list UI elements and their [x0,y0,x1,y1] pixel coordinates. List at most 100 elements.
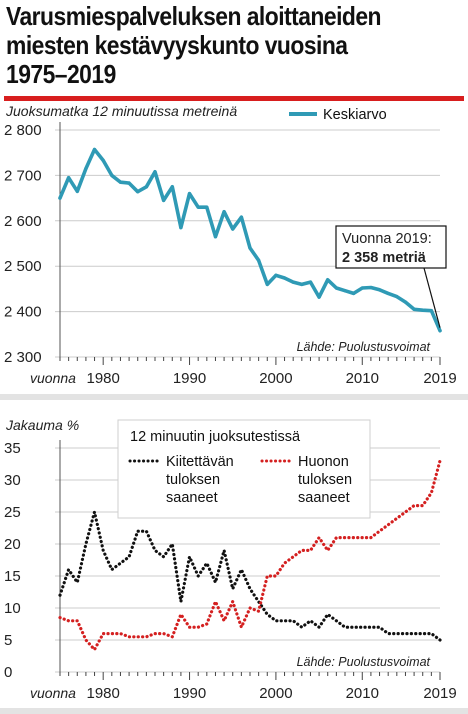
data-point-keskiarvo [352,291,356,296]
data-point-keskiarvo [239,215,243,219]
x-tick-label: 1990 [173,685,206,702]
bottom-chart-legend: 12 minuutin juoksutestissä Kiitettävän t… [117,419,371,519]
data-point-keskiarvo [58,196,62,200]
series-line-kiitettava [58,510,442,642]
legend-box [117,419,371,519]
data-point-keskiarvo [412,307,416,311]
y-tick-label: 15 [4,568,21,585]
annotation-line-2: 2 358 metriä [342,250,427,266]
x-tick-label: 2019 [423,685,456,702]
data-point-keskiarvo [127,181,131,185]
data-point-keskiarvo [92,147,97,152]
data-point-keskiarvo [438,329,442,333]
y-tick-label: 2 300 [4,349,42,366]
data-point-keskiarvo [75,189,79,193]
data-point-keskiarvo [231,227,235,231]
y-tick-label: 2 600 [4,213,42,230]
data-point-keskiarvo [118,180,123,184]
legend-label-huono-3: saaneet [298,490,350,506]
data-point-keskiarvo [222,210,226,214]
top-chart-source: Lähde: Puolustusvoimat [297,340,431,354]
y-tick-label: 25 [4,504,21,521]
data-point-keskiarvo [282,276,287,280]
data-point-keskiarvo [248,246,252,250]
annotation-line-1: Vuonna 2019: [342,231,432,247]
x-tick-label: 2010 [346,370,379,387]
data-point-keskiarvo [317,295,321,299]
data-point-keskiarvo [153,170,157,174]
data-point-keskiarvo [291,280,295,284]
data-point-keskiarvo [162,198,166,202]
x-tick-label: 1980 [86,370,119,387]
series-line-huono [58,459,442,652]
data-point-keskiarvo [67,176,71,180]
data-point-keskiarvo [377,288,382,292]
data-point-keskiarvo [179,226,183,230]
top-chart-annotation: Vuonna 2019: 2 358 metriä [335,225,447,328]
y-tick-label: 2 400 [4,304,42,321]
legend-label-kiitettava-3: saaneet [166,490,218,506]
legend-label-huono-1: Huonon [298,454,349,470]
y-tick-label: 5 [4,632,12,649]
section-divider [0,394,468,400]
data-point-keskiarvo [274,273,278,277]
data-point-keskiarvo [257,258,261,262]
data-point-keskiarvo [326,278,330,282]
x-tick-label: 2019 [423,370,456,387]
legend-label-kiitettava-2: tuloksen [166,472,220,488]
legend-label-kiitettava-1: Kiitettävän [166,454,234,470]
x-tick-label: 2000 [259,685,292,702]
bottom-chart-source: Lähde: Puolustusvoimat [297,655,431,669]
y-tick-label: 20 [4,536,21,553]
data-point-keskiarvo [421,308,425,312]
top-chart-ylabel: Juoksumatka 12 minuutissa metreinä [5,103,237,119]
y-tick-label: 2 700 [4,167,42,184]
bottom-chart-ylabel: Jakauma % [5,417,79,433]
title-line-3: 1975–2019 [6,59,116,89]
y-tick-label: 10 [4,600,21,617]
data-point-keskiarvo [196,205,200,209]
y-tick-label: 2 500 [4,258,42,275]
legend-label-huono-2: tuloksen [298,472,352,488]
data-point-keskiarvo [308,280,313,284]
legend-title: 12 minuutin juoksutestissä [130,429,301,445]
x-tick-label: 1980 [86,685,119,702]
y-tick-label: 2 800 [4,122,42,139]
data-point-keskiarvo [403,300,408,304]
accent-rule [4,96,464,101]
title-line-2: miesten kestävyyskunto vuosina [6,30,348,60]
chart-title: Varusmiespalveluksen aloittaneiden miest… [6,2,407,89]
data-point-keskiarvo [84,166,88,171]
x-tick-label: 1990 [173,370,206,387]
y-tick-label: 0 [4,664,12,681]
data-point-keskiarvo [110,173,114,177]
top-chart-legend: Keskiarvo [289,107,387,123]
data-point-keskiarvo [170,185,174,189]
data-point-keskiarvo [343,289,347,293]
y-tick-label: 35 [4,440,21,457]
title-line-1: Varusmiespalveluksen aloittaneiden [6,1,382,31]
y-tick-label: 30 [4,472,21,489]
data-point-keskiarvo [265,282,269,286]
data-point-keskiarvo [213,235,218,239]
x-tick-label: 2000 [259,370,292,387]
annotation-leader [423,267,441,328]
data-point-keskiarvo [369,285,373,290]
data-point-keskiarvo [300,282,304,286]
data-point-keskiarvo [101,158,105,163]
bottom-divider [0,708,468,714]
data-point-keskiarvo [187,191,192,196]
data-point-keskiarvo [144,185,148,189]
annotation-box [335,225,447,269]
x-tick-prefix: vuonna [30,685,76,701]
data-point-keskiarvo [386,291,390,296]
data-point-keskiarvo [205,205,209,209]
x-tick-label: 2010 [346,685,379,702]
data-point-keskiarvo [429,309,433,313]
data-point-keskiarvo [334,286,338,290]
data-point-keskiarvo [136,190,140,194]
data-point-keskiarvo [395,295,399,299]
x-tick-prefix: vuonna [30,370,76,386]
legend-label-keskiarvo: Keskiarvo [323,107,387,123]
